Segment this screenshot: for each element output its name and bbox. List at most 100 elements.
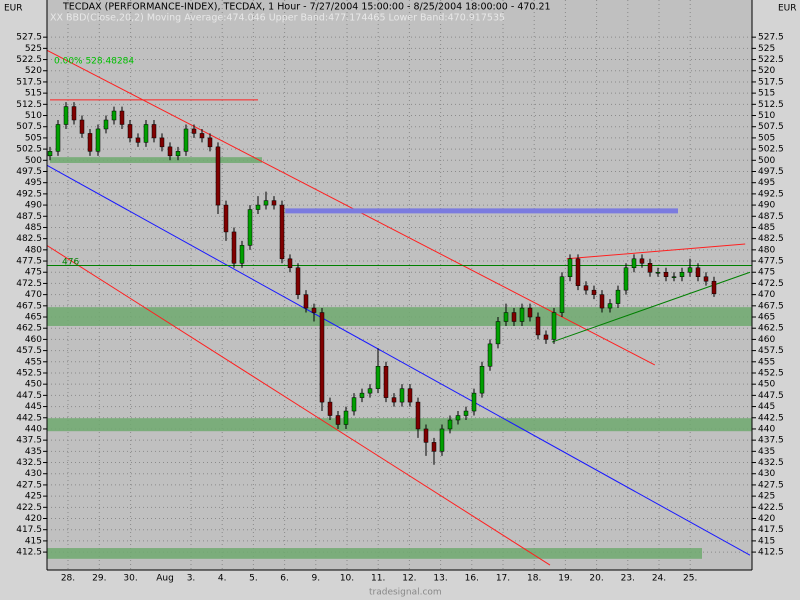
y-tick-label: 425 [25, 492, 42, 502]
candle-body [271, 200, 277, 206]
candle-body [247, 209, 253, 246]
candle-body [535, 316, 541, 336]
candle-body [423, 428, 429, 443]
y-tick-label-right: 482.5 [758, 234, 784, 244]
x-tick-label: 25. [683, 574, 697, 584]
candle-body [359, 392, 365, 398]
candle-body [303, 294, 309, 309]
x-tick-label: 10. [340, 574, 354, 584]
y-tick-label-right: 480 [758, 245, 775, 255]
y-tick-label-right: 462.5 [758, 324, 784, 334]
candle-body [631, 258, 637, 269]
candle-body [599, 294, 605, 309]
candle-body [527, 307, 533, 318]
y-tick-label-right: 435 [758, 447, 775, 457]
corner-label: 0.00% 528.48284 [54, 57, 134, 67]
candle-body [63, 106, 69, 125]
y-tick-label-right: 450 [758, 380, 775, 390]
y-tick-label-right: 440 [758, 424, 775, 434]
x-tick-label: 3. [187, 574, 196, 584]
y-tick-label-right: 412.5 [758, 548, 784, 558]
x-tick-label: 17. [496, 574, 510, 584]
y-tick-label-right: 505 [758, 133, 775, 143]
candle-body [47, 151, 53, 157]
y-tick-label: 440 [25, 424, 42, 434]
y-tick-label-right: 510 [758, 111, 775, 121]
x-tick-label: 5. [249, 574, 258, 584]
candle-body [103, 119, 109, 130]
candle-body [215, 146, 221, 206]
y-tick-label: 482.5 [16, 234, 42, 244]
trend-line [46, 244, 551, 566]
y-tick-label: 460 [25, 335, 42, 345]
y-tick-label: 495 [25, 178, 42, 188]
y-tick-label: 475 [25, 268, 42, 278]
x-tick-label: 19. [558, 574, 572, 584]
drawings [46, 49, 752, 566]
candle-body [143, 124, 149, 143]
y-tick-label-right: 465 [758, 313, 775, 323]
y-tick-label: 435 [25, 447, 42, 457]
y-tick-label: 427.5 [16, 480, 42, 490]
candle-body [383, 366, 389, 398]
candle-body [391, 397, 397, 403]
y-tick-label: 480 [25, 245, 42, 255]
y-tick-label: 467.5 [16, 301, 42, 311]
y-tick-label-right: 452.5 [758, 368, 784, 378]
candle-body [583, 285, 589, 291]
candle-body [543, 334, 549, 340]
candle-body [263, 200, 269, 206]
y-tick-label-right: 470 [758, 290, 775, 300]
plot-area [47, 0, 752, 570]
y-tick-label: 525 [25, 44, 42, 54]
candle-body [223, 204, 229, 233]
candle-body [495, 321, 501, 345]
y-tick-label: 497.5 [16, 167, 42, 177]
y-tick-label-right: 437.5 [758, 436, 784, 446]
zone [47, 307, 752, 326]
candle-body [575, 258, 581, 286]
y-tick-label: 500 [25, 156, 42, 166]
candle-body [231, 231, 237, 264]
candle-body [111, 110, 117, 121]
candle-body [679, 271, 685, 277]
candle-body [695, 267, 701, 277]
candle-body [127, 124, 133, 139]
x-tick-label: 4. [218, 574, 227, 584]
candle-body [639, 258, 645, 264]
candle-body [471, 392, 477, 412]
candle-body [87, 133, 93, 152]
footer: tradesignal.com [369, 588, 442, 598]
candle-body [479, 366, 485, 394]
currency-right: EUR [778, 4, 797, 14]
zones [47, 157, 752, 559]
y-tick-label: 527.5 [16, 33, 42, 43]
y-tick-label: 502.5 [16, 145, 42, 155]
y-tick-label: 505 [25, 133, 42, 143]
y-tick-label: 422.5 [16, 503, 42, 513]
y-tick-label: 447.5 [16, 391, 42, 401]
y-tick-label: 472.5 [16, 279, 42, 289]
candle-body [399, 388, 405, 403]
y-tick-label-right: 455 [758, 357, 775, 367]
y-tick-label: 485 [25, 223, 42, 233]
y-tick-label: 420 [25, 514, 42, 524]
level-label: 476 [62, 258, 79, 268]
y-tick-label-right: 507.5 [758, 122, 784, 132]
candle-body [183, 128, 189, 152]
y-tick-label-right: 502.5 [758, 145, 784, 155]
x-tick-label: 30. [123, 574, 137, 584]
candle-body [295, 267, 301, 295]
y-tick-label-right: 527.5 [758, 33, 784, 43]
candle-body [615, 289, 621, 304]
candle-body [151, 124, 157, 139]
y-tick-label: 445 [25, 402, 42, 412]
y-tick-label-right: 512.5 [758, 100, 784, 110]
x-tick-label: 16. [465, 574, 479, 584]
candle-body [455, 415, 461, 421]
candle-body [55, 124, 61, 152]
candle-body [71, 106, 77, 121]
y-tick-label: 457.5 [16, 346, 42, 356]
y-tick-label: 450 [25, 380, 42, 390]
